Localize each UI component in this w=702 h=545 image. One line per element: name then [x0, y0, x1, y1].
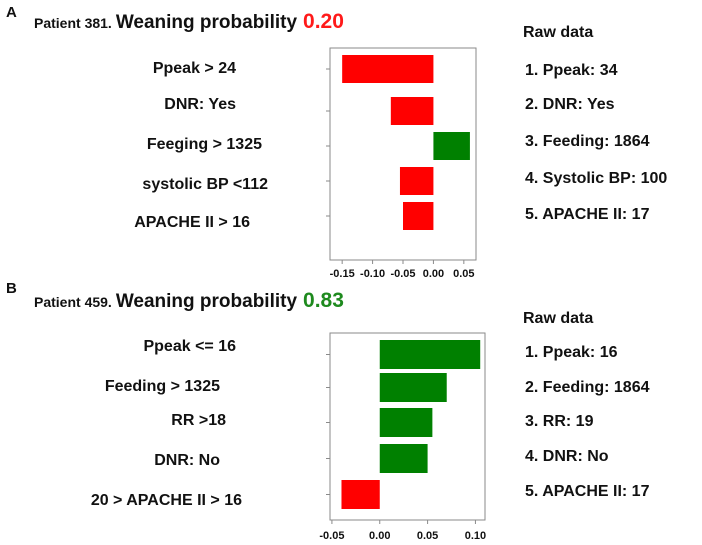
x-tick-label: 0.00	[369, 530, 390, 542]
bar	[399, 167, 434, 195]
raw-data-item: 3. Feeding: 1864	[525, 133, 650, 150]
bar-chart-b: -0.05 0.00 0.05 0.10	[319, 332, 486, 542]
feature-label: Feeging > 1325	[146, 136, 262, 153]
feature-label: 20 > APACHE II > 16	[90, 492, 242, 509]
raw-data-item: 2. DNR: Yes	[525, 96, 615, 113]
feature-label: Ppeak <= 16	[143, 338, 236, 355]
x-tick-label: 0.05	[417, 530, 438, 542]
raw-data-item: 3. RR: 19	[525, 413, 594, 430]
raw-data-item: 4. Systolic BP: 100	[525, 170, 668, 187]
weaning-probability-value: 0.83	[303, 289, 344, 312]
raw-data-title-b: Raw data	[523, 310, 594, 327]
x-tick-label: 0.10	[465, 530, 486, 542]
weaning-label: Weaning probability	[115, 291, 298, 312]
feature-label: DNR: Yes	[164, 96, 236, 113]
feature-label: APACHE II > 16	[134, 214, 250, 231]
patient-id: Patient 381.	[34, 15, 112, 31]
bar	[379, 444, 428, 473]
feature-label: RR >18	[171, 412, 226, 429]
feature-label: Ppeak > 24	[152, 60, 236, 77]
bar	[342, 55, 434, 83]
raw-data-item: 1. Ppeak: 16	[525, 344, 618, 361]
x-tick-label: -0.05	[390, 268, 415, 280]
panel-letter-a: A	[6, 4, 17, 21]
raw-data-item: 4. DNR: No	[525, 448, 609, 465]
feature-label: Feeding > 1325	[104, 378, 220, 395]
x-tick-label: 0.05	[453, 268, 474, 280]
patient-id: Patient 459.	[34, 294, 112, 310]
patient-header-b: Patient 459. Weaning probability 0.83	[34, 289, 344, 313]
x-tick-label: -0.15	[330, 268, 355, 280]
panel-letter-b: B	[6, 280, 17, 297]
raw-data-item: 1. Ppeak: 34	[525, 62, 618, 79]
bar	[403, 202, 434, 230]
bar	[341, 480, 380, 509]
bar-chart-a: -0.15 -0.10 -0.05 0.00 0.05	[326, 47, 477, 280]
bar	[390, 97, 434, 125]
x-tick-label: 0.00	[423, 268, 444, 280]
bar	[379, 373, 447, 402]
weaning-label: Weaning probability	[115, 12, 298, 33]
patient-header-a: Patient 381. Weaning probability 0.20	[34, 10, 344, 34]
plot-frame	[329, 332, 486, 521]
x-tick-label: -0.05	[319, 530, 344, 542]
bar	[379, 340, 481, 369]
feature-label: DNR: No	[154, 452, 220, 469]
weaning-probability-value: 0.20	[303, 10, 344, 33]
feature-label: systolic BP <112	[142, 176, 268, 193]
raw-data-title-a: Raw data	[523, 24, 594, 41]
bar	[379, 408, 433, 437]
raw-data-item: 5. APACHE II: 17	[525, 483, 650, 500]
raw-data-item: 2. Feeding: 1864	[525, 379, 650, 396]
bar	[433, 132, 470, 160]
raw-data-item: 5. APACHE II: 17	[525, 206, 650, 223]
x-tick-label: -0.10	[360, 268, 385, 280]
